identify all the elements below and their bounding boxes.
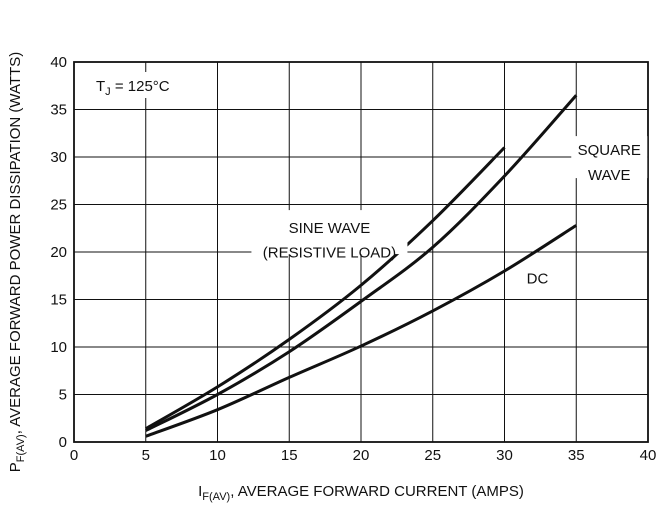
dc-label: DC	[527, 270, 549, 287]
square-label: SQUARE	[578, 142, 641, 159]
condition-base: T	[96, 78, 105, 95]
y-tick-label: 30	[50, 149, 67, 166]
condition-sub: J	[105, 86, 111, 98]
sine-wave-label: SINE WAVE	[289, 220, 371, 237]
y-axis-label: PF(AV), AVERAGE FORWARD POWER DISSIPATIO…	[7, 52, 27, 472]
x-tick-label: 15	[281, 447, 298, 464]
dc-label-background	[521, 265, 554, 288]
wave-label: WAVE	[588, 167, 631, 184]
y-axis-label-sub: F(AV)	[15, 434, 27, 462]
plot-frame	[73, 61, 649, 443]
x-tick-label: 35	[568, 447, 585, 464]
y-axis-label-base: P	[7, 462, 24, 472]
series-lines	[144, 94, 578, 438]
grid	[74, 62, 648, 442]
x-axis-label-base: I	[198, 483, 202, 500]
y-tick-label: 0	[59, 434, 67, 451]
x-tick-label: 20	[353, 447, 370, 464]
junction-temperature-label: TJ = 125°C	[96, 78, 170, 98]
x-tick-label: 0	[70, 447, 78, 464]
x-tick-label: 25	[424, 447, 441, 464]
y-tick-label: 5	[59, 387, 67, 404]
x-tick-labels: 0 5 10 15 20 25 30 35 40	[70, 447, 657, 464]
x-tick-label: 40	[640, 447, 657, 464]
y-tick-label: 15	[50, 292, 67, 309]
x-axis-label: IF(AV), AVERAGE FORWARD CURRENT (AMPS)	[198, 483, 524, 503]
x-axis-label-sub: F(AV)	[202, 491, 230, 503]
x-tick-label: 10	[209, 447, 226, 464]
y-axis-label-rest: , AVERAGE FORWARD POWER DISSIPATION (WAT…	[7, 52, 24, 435]
sine-label-background	[251, 210, 408, 255]
y-tick-label: 35	[50, 102, 67, 119]
y-tick-label: 25	[50, 197, 67, 214]
square-label-background	[571, 136, 648, 179]
x-tick-label: 5	[142, 447, 150, 464]
y-tick-label: 10	[50, 339, 67, 356]
y-tick-labels: 0 5 10 15 20 25 30 35 40	[50, 54, 67, 451]
series-line-square-wave	[145, 94, 578, 432]
x-tick-label: 30	[496, 447, 513, 464]
condition-rest: = 125°C	[111, 78, 170, 95]
series-line-sine-wave-resistive-load	[144, 146, 506, 430]
series-line-dc	[145, 224, 578, 438]
resistive-load-label: (RESISTIVE LOAD)	[263, 245, 396, 262]
y-tick-label: 40	[50, 54, 67, 71]
x-axis-label-rest: , AVERAGE FORWARD CURRENT (AMPS)	[230, 483, 524, 500]
y-tick-label: 20	[50, 244, 67, 261]
condition-box	[86, 72, 212, 98]
